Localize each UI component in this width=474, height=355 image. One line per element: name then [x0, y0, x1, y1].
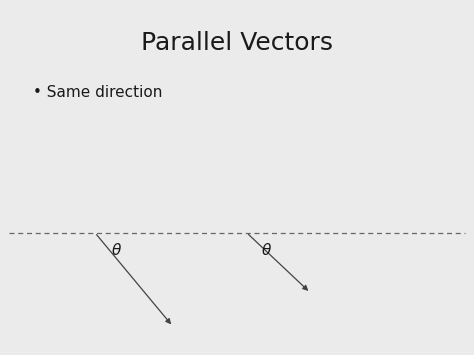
Text: $\theta$: $\theta$ [110, 242, 122, 258]
Text: $\theta$: $\theta$ [261, 242, 272, 258]
Text: • Same direction: • Same direction [33, 85, 163, 100]
Text: Parallel Vectors: Parallel Vectors [141, 31, 333, 55]
